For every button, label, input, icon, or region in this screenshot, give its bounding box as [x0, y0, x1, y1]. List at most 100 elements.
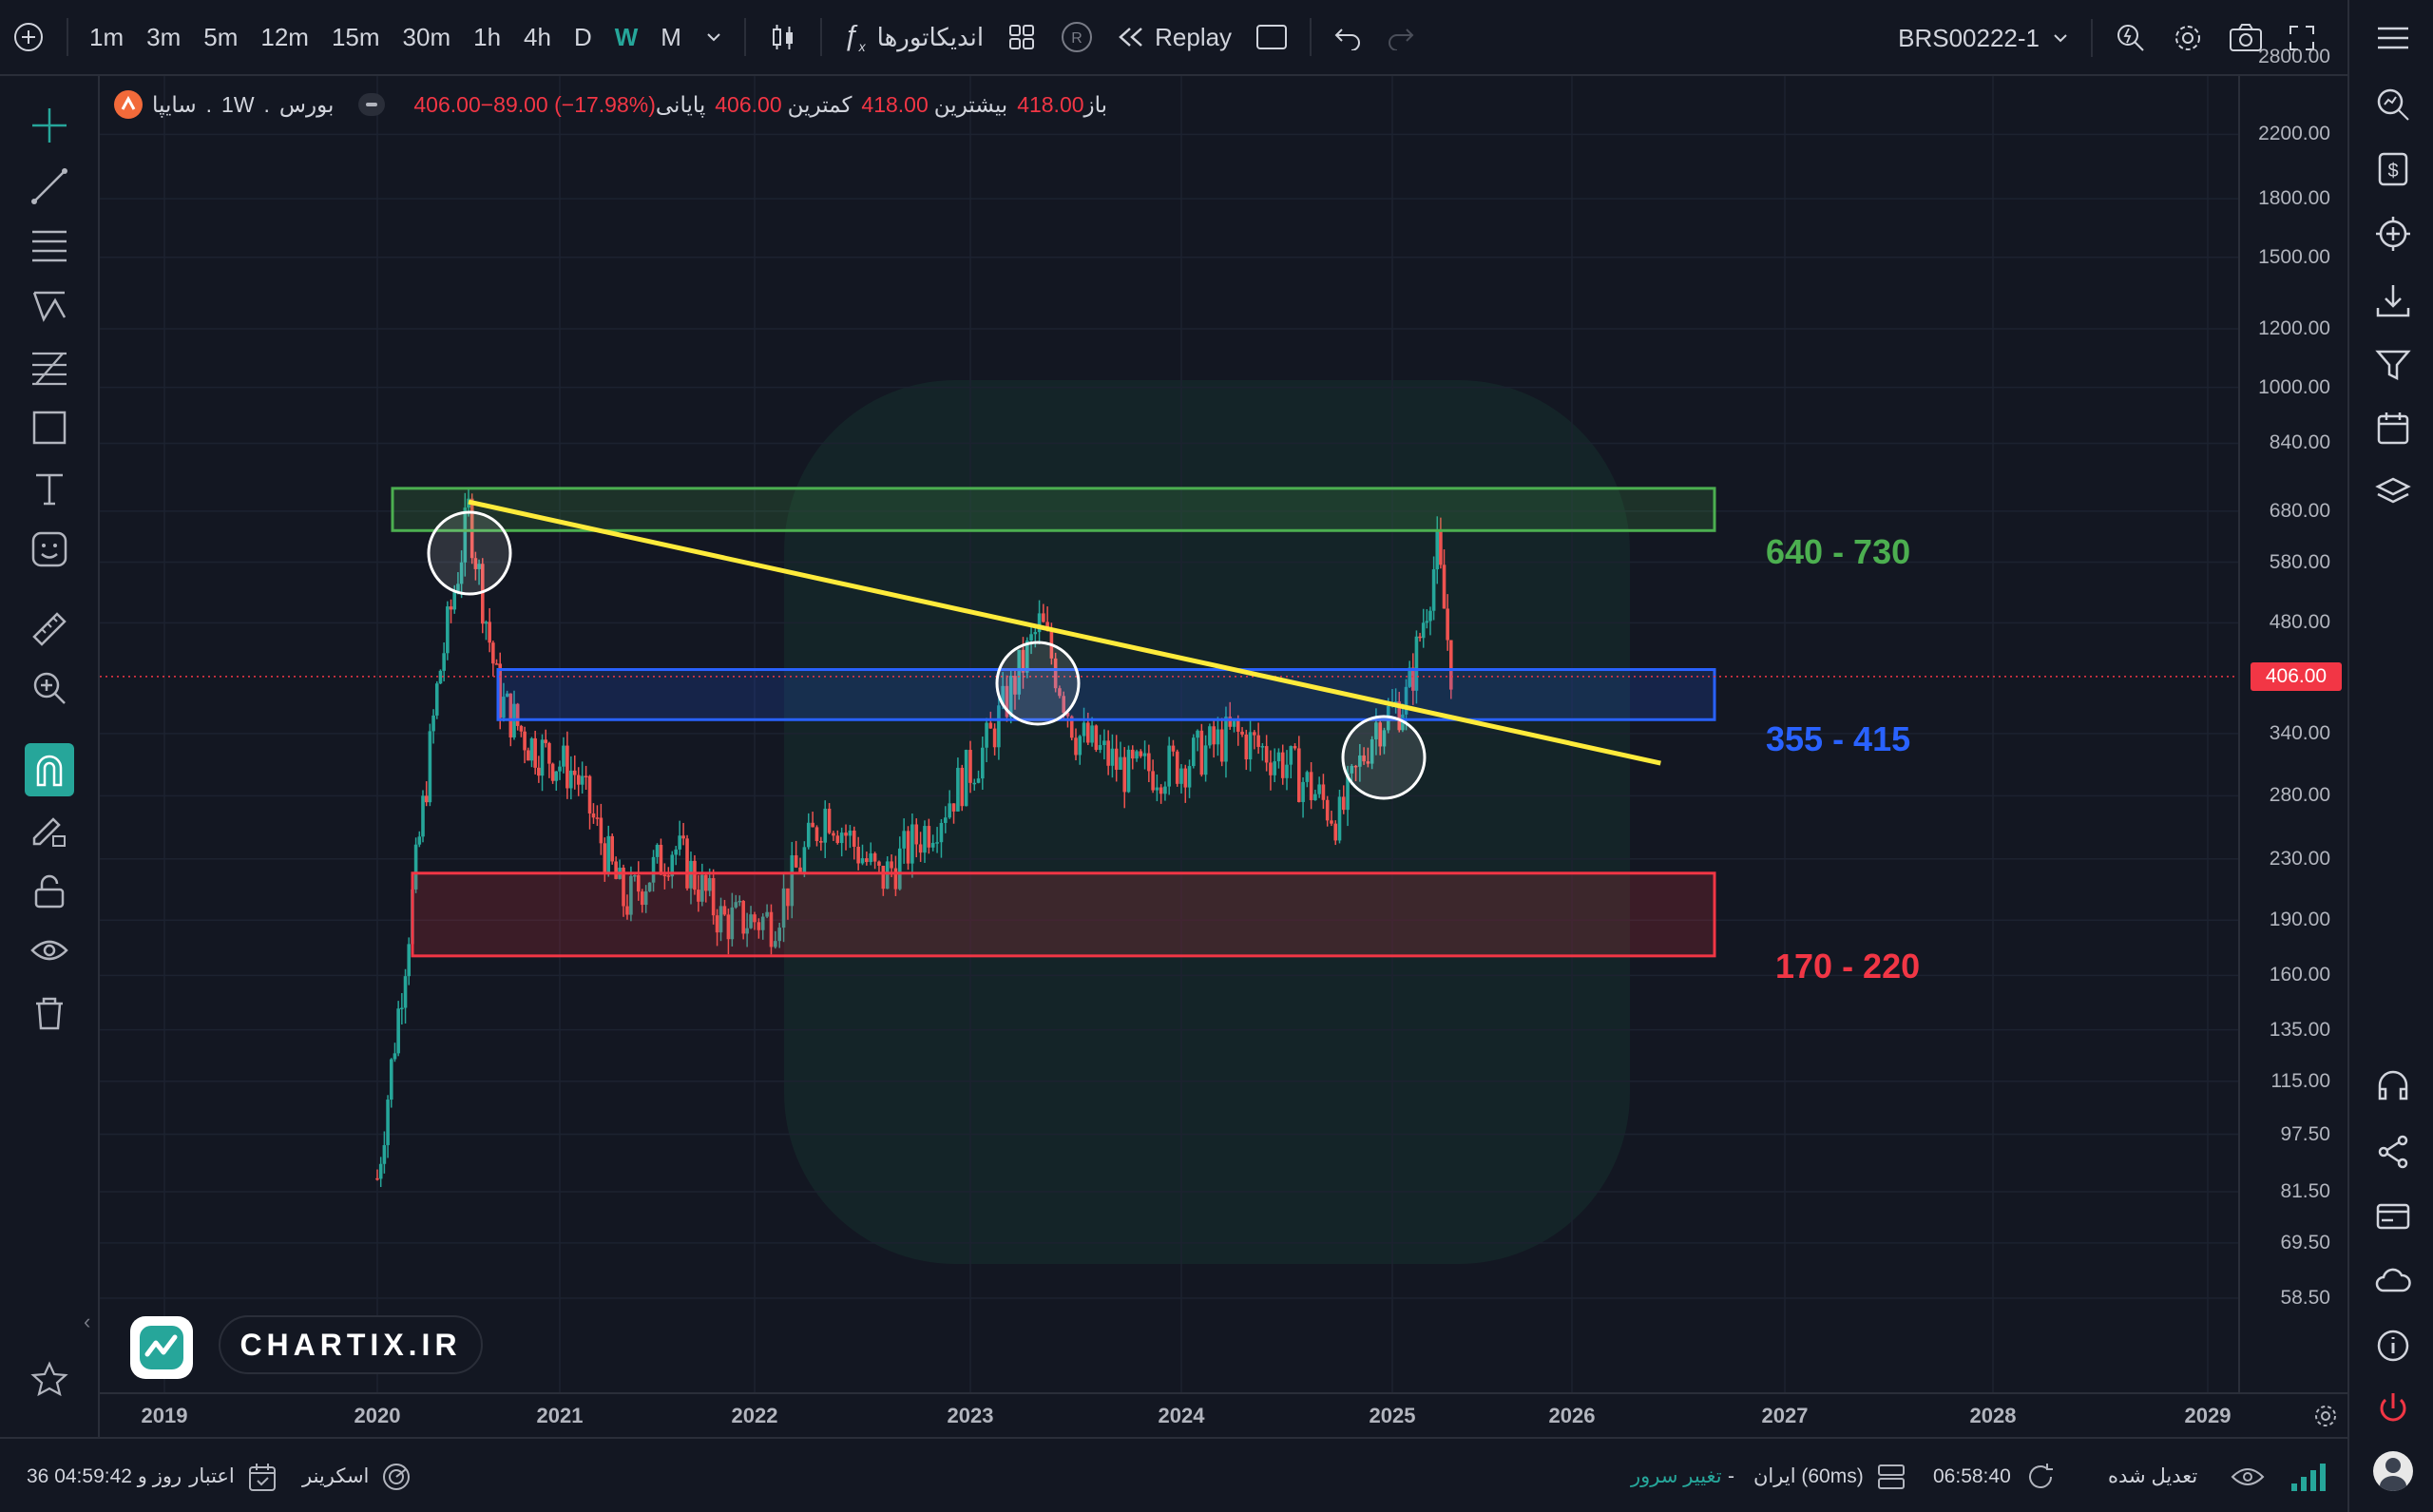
- layers-button[interactable]: [2366, 466, 2420, 519]
- favorites-tool[interactable]: [21, 1353, 78, 1407]
- settings-button[interactable]: [2159, 0, 2216, 76]
- candle-body: [484, 622, 489, 624]
- interval-dropdown[interactable]: [693, 0, 735, 75]
- resistance-zone[interactable]: [391, 487, 1716, 532]
- high-value: 418.00: [861, 91, 929, 117]
- candle-body: [745, 928, 749, 934]
- profile-button[interactable]: [2366, 1445, 2420, 1498]
- indicators-button[interactable]: ƒx اندیکاتورها: [832, 0, 995, 75]
- hide-drawings-tool[interactable]: [21, 924, 78, 977]
- mid-zone[interactable]: [496, 668, 1716, 721]
- interval-5m[interactable]: 5m: [203, 22, 239, 51]
- adjusted-toggle[interactable]: تعدیل شده: [2108, 1465, 2198, 1487]
- lock-tool[interactable]: [21, 865, 78, 918]
- text-icon: [36, 473, 63, 506]
- drawing-mode-tool[interactable]: [21, 804, 78, 857]
- power-button[interactable]: [2366, 1382, 2420, 1435]
- horizontal-lines-tool[interactable]: [21, 219, 78, 272]
- trade-button[interactable]: $: [2366, 143, 2420, 196]
- emoji-tool[interactable]: [21, 523, 78, 576]
- candle-body: [547, 742, 551, 764]
- text-tool[interactable]: [21, 462, 78, 515]
- replay-button[interactable]: Replay: [1105, 0, 1243, 75]
- magnet-tool[interactable]: [25, 743, 74, 796]
- pencil-lock-icon: [32, 817, 66, 847]
- screenshot-button[interactable]: [2216, 0, 2275, 76]
- price-scale[interactable]: 2800.00 2200.00 1800.00 1500.00 1200.00 1000.…: [2238, 46, 2347, 1392]
- alerts-button[interactable]: R: [1048, 0, 1105, 75]
- pattern-tool[interactable]: [21, 279, 78, 333]
- support-zone[interactable]: [411, 871, 1716, 958]
- candle-body: [662, 874, 667, 876]
- symbol-code-button[interactable]: BRS00222-1: [1887, 0, 2081, 76]
- search-button[interactable]: [2366, 78, 2420, 131]
- candle-body: [625, 906, 629, 915]
- card-button[interactable]: [2366, 1190, 2420, 1243]
- top-toolbar: 1m 3m 5m 12m 15m 30m 1h 4h D W M ƒx اندی…: [0, 0, 2347, 76]
- candle-body: [798, 867, 802, 872]
- candle-body: [718, 906, 723, 933]
- crosshair-tool[interactable]: [21, 99, 78, 152]
- chart-settings-button[interactable]: [2311, 1402, 2340, 1430]
- candle-body: [491, 642, 495, 664]
- collapse-panel-button[interactable]: ‹: [84, 1310, 91, 1333]
- zoom-tool[interactable]: [21, 661, 78, 715]
- interval-1h[interactable]: 1h: [473, 22, 502, 51]
- undo-button[interactable]: [1321, 0, 1374, 75]
- candle-body: [640, 891, 644, 906]
- trendline-tool[interactable]: [21, 160, 78, 213]
- candle-body: [565, 745, 569, 789]
- interval-12m[interactable]: 12m: [260, 22, 309, 51]
- support-button[interactable]: [2366, 1061, 2420, 1114]
- candle-body: [918, 844, 923, 853]
- visibility-toggle[interactable]: [2230, 1439, 2266, 1512]
- add-symbol-button[interactable]: [0, 0, 57, 75]
- candle-body: [1008, 676, 1013, 718]
- candle-body: [666, 875, 671, 877]
- redo-button[interactable]: [1374, 0, 1427, 75]
- share-button[interactable]: [2366, 1125, 2420, 1178]
- filter-button[interactable]: [2366, 338, 2420, 392]
- interval-4h[interactable]: 4h: [524, 22, 551, 51]
- interval-15m[interactable]: 15m: [331, 22, 380, 51]
- interval-m[interactable]: M: [661, 22, 681, 51]
- quick-search-button[interactable]: [2102, 0, 2159, 76]
- clock-status[interactable]: 06:58:40: [1933, 1439, 2057, 1512]
- candle-body: [1418, 636, 1422, 639]
- cloud-button[interactable]: [2366, 1254, 2420, 1308]
- interval-3m[interactable]: 3m: [146, 22, 182, 51]
- touch-point-circle[interactable]: [995, 641, 1081, 726]
- chart-canvas[interactable]: [100, 76, 2238, 1392]
- measure-tool[interactable]: [21, 603, 78, 656]
- fullscreen-button[interactable]: [2275, 0, 2328, 76]
- subscription-status[interactable]: 36 روز و 04:59:42 اعتبار: [27, 1439, 278, 1512]
- delete-drawings-tool[interactable]: [21, 986, 78, 1040]
- chart-pane[interactable]: [100, 76, 2238, 1392]
- time-scale[interactable]: 2019 2020 2021 2022 2023 2024 2025 2026 2027 2028…: [100, 1392, 2347, 1437]
- interval-30m[interactable]: 30m: [402, 22, 451, 51]
- candle-body: [643, 890, 648, 906]
- download-button[interactable]: [2366, 274, 2420, 327]
- interval-d[interactable]: D: [573, 22, 592, 51]
- screener-button[interactable]: اسکرینر: [302, 1439, 412, 1512]
- chart-type-button[interactable]: [756, 0, 811, 75]
- calendar-button[interactable]: [2366, 401, 2420, 454]
- fullscreen-layout-button[interactable]: [1243, 0, 1300, 75]
- touch-point-circle[interactable]: [427, 510, 512, 596]
- trendline[interactable]: [468, 499, 1661, 766]
- interval-1m[interactable]: 1m: [89, 22, 125, 51]
- candle-body: [519, 725, 524, 732]
- server-status[interactable]: ایران (60ms): [1753, 1439, 1907, 1512]
- legend-collapse-button[interactable]: [358, 93, 386, 116]
- info-button[interactable]: [2366, 1319, 2420, 1372]
- candle-body: [595, 817, 600, 819]
- touch-point-circle[interactable]: [1341, 715, 1427, 800]
- interval-w[interactable]: W: [614, 22, 639, 51]
- menu-button[interactable]: [2366, 11, 2420, 65]
- change-server-link[interactable]: تغییر سرور: [1631, 1465, 1722, 1487]
- fibonacci-tool[interactable]: [21, 340, 78, 393]
- candle-body: [964, 750, 968, 807]
- shapes-tool[interactable]: [21, 401, 78, 454]
- add-alert-button[interactable]: [2366, 207, 2420, 260]
- layouts-button[interactable]: [995, 0, 1048, 75]
